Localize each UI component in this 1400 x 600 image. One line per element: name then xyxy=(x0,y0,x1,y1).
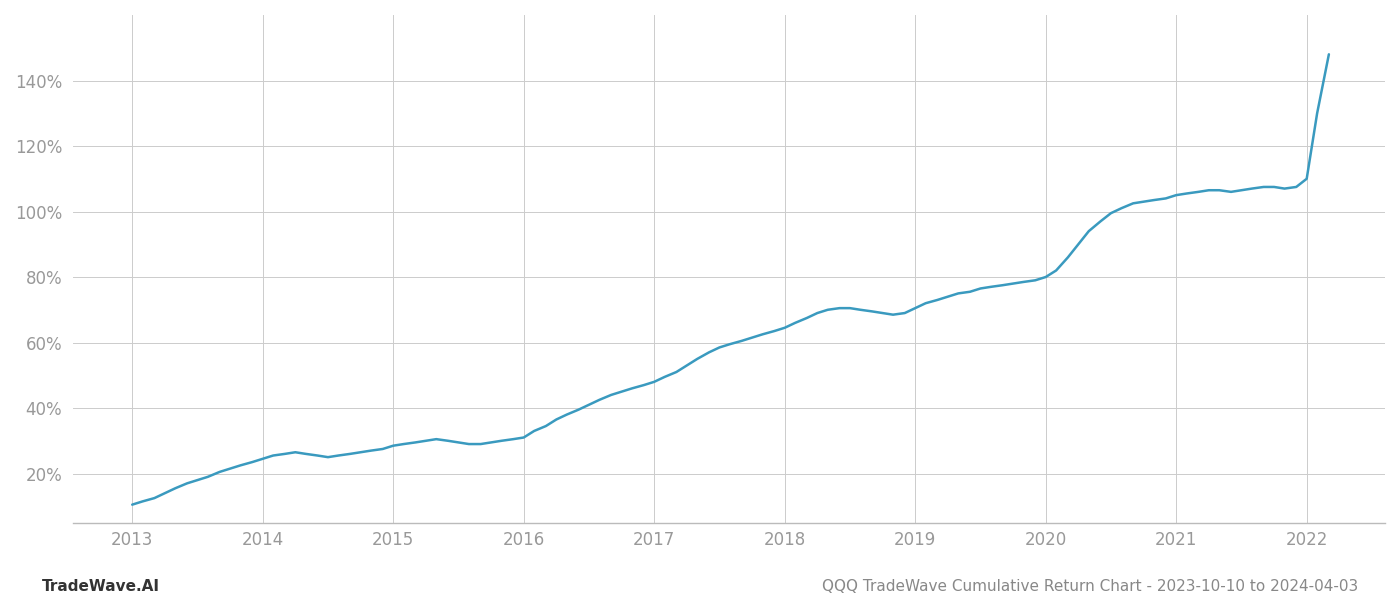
Text: QQQ TradeWave Cumulative Return Chart - 2023-10-10 to 2024-04-03: QQQ TradeWave Cumulative Return Chart - … xyxy=(822,579,1358,594)
Text: TradeWave.AI: TradeWave.AI xyxy=(42,579,160,594)
